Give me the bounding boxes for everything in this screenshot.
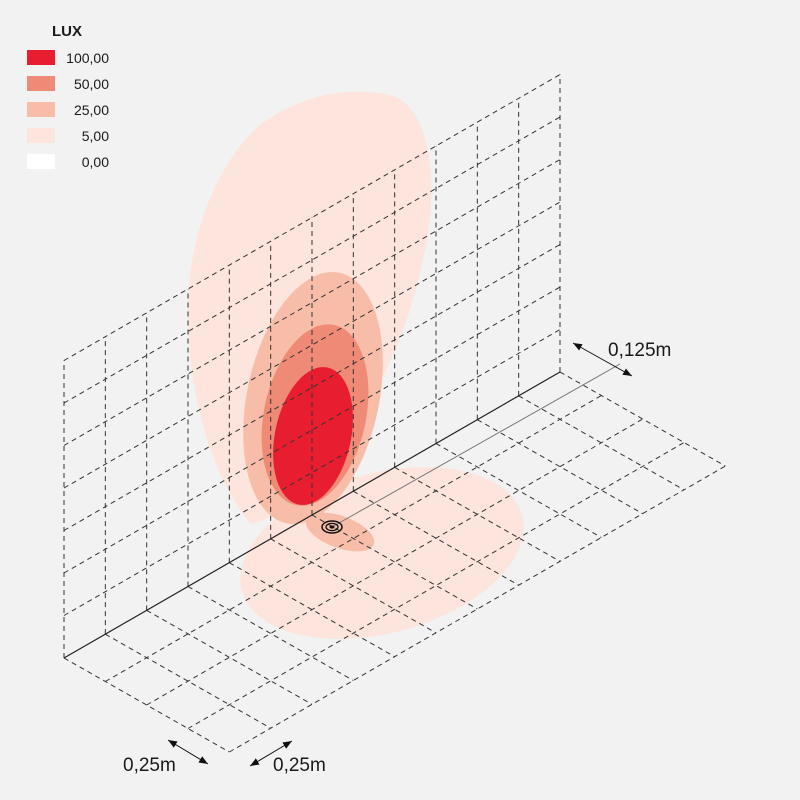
grid-depth-dimension-label: 0,25m (123, 755, 176, 776)
wall-grid-horizontal-line (63, 286, 561, 574)
legend: LUX 100,00 50,00 25,00 5,00 0,00 (27, 23, 109, 170)
wall-grid-horizontal-line (63, 159, 561, 446)
wall-grid-horizontal-line (63, 329, 561, 616)
luminaire-line (331, 363, 621, 528)
legend-title: LUX (52, 23, 82, 40)
floor-grid-depth-line (63, 657, 230, 753)
floor-grid-width-line (229, 465, 726, 753)
floor-contour-25-lux (305, 512, 375, 552)
wall-grid-horizontal-line (63, 201, 561, 489)
wall-illuminance-contours (187, 91, 432, 524)
legend-swatch (27, 50, 55, 65)
floor-grid-width-line (105, 395, 602, 682)
floor-grid-depth-line (353, 490, 519, 586)
wall-floor-edge (63, 371, 561, 659)
legend-value: 25,00 (74, 102, 109, 118)
legend-item: 5,00 (27, 128, 109, 144)
offset-dimension: 0,125m (572, 340, 671, 377)
legend-value: 0,00 (82, 154, 109, 170)
grid-width-dimension: 0,25m (249, 740, 326, 776)
legend-item: 100,00 (27, 50, 109, 66)
floor-grid-width-line (146, 418, 643, 706)
wall-grid-horizontal-line (63, 244, 561, 531)
floor-grid-depth-line (146, 609, 313, 705)
legend-value: 5,00 (82, 128, 109, 144)
floor-grid-depth-line (105, 633, 271, 729)
floor-grid-depth-line (187, 586, 354, 681)
legend-value: 50,00 (74, 76, 109, 92)
legend-swatch (27, 76, 55, 91)
floor-grid-width-line (187, 442, 685, 729)
wall-grid-horizontal-line (63, 116, 561, 404)
grid-width-dimension-label: 0,25m (273, 755, 326, 776)
legend-swatch (27, 102, 55, 117)
offset-dimension-label: 0,125m (608, 340, 671, 361)
grid-depth-dimension: 0,25m (123, 739, 209, 776)
wall-grid (63, 74, 561, 658)
legend-item: 0,00 (27, 154, 109, 170)
floor-grid-depth-line (435, 443, 602, 538)
floor-grid-depth-line (518, 395, 685, 491)
floor-grid-depth-line (270, 538, 437, 634)
legend-swatch (27, 128, 55, 143)
wall-contour-100-lux (273, 367, 353, 505)
floor-grid-depth-line (394, 466, 561, 562)
floor-grid-depth-line (229, 562, 395, 658)
wall-grid-horizontal-line (63, 74, 561, 361)
floor-grid-depth-line (559, 371, 726, 467)
legend-item: 50,00 (27, 76, 109, 92)
light-source-icon (321, 520, 343, 534)
legend-item: 25,00 (27, 102, 109, 118)
floor-grid-depth-line (477, 419, 643, 515)
legend-value: 100,00 (66, 50, 109, 66)
legend-swatch (27, 154, 55, 169)
